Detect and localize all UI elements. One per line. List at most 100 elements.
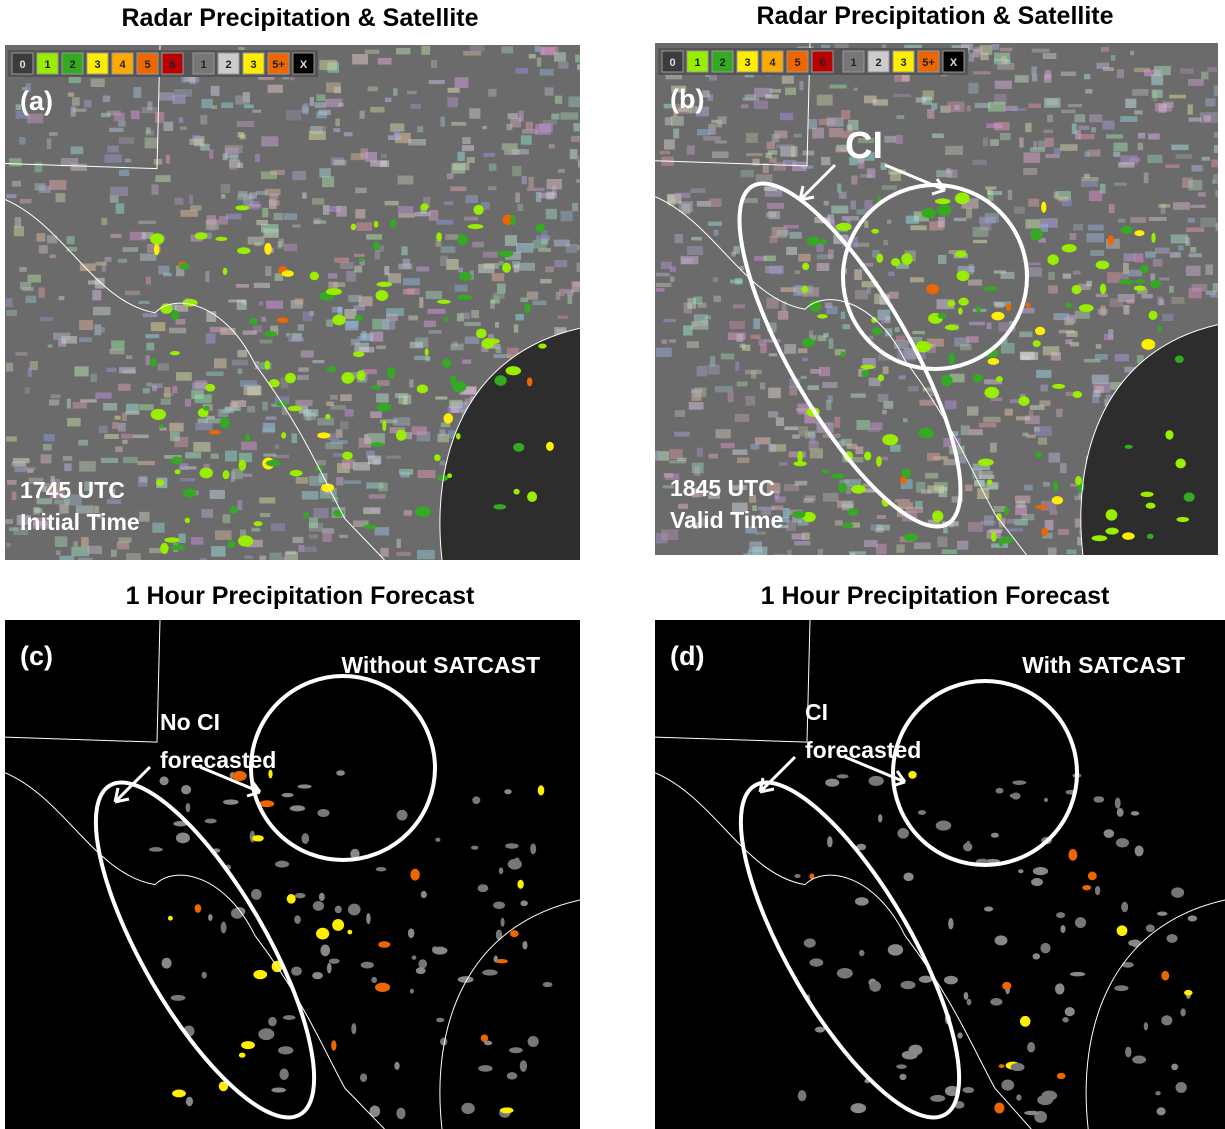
cloud (926, 338, 944, 347)
cloud (1190, 247, 1197, 253)
cloud (482, 251, 498, 258)
precip-cell (1171, 887, 1185, 898)
cloud (147, 101, 153, 111)
precip-cell (808, 300, 822, 312)
cloud (945, 145, 963, 155)
cloud (731, 251, 736, 257)
cloud (263, 453, 277, 457)
state-border (655, 43, 811, 167)
cloud (693, 296, 703, 305)
cloud (542, 120, 557, 125)
cloud (174, 197, 184, 205)
cloud (260, 224, 279, 233)
cloud (670, 116, 684, 126)
cloud (712, 151, 729, 159)
cloud (1006, 528, 1023, 532)
cloud (87, 545, 103, 555)
cloud (189, 194, 194, 205)
cloud (311, 198, 325, 205)
cloud (841, 109, 851, 120)
cloud (291, 433, 298, 443)
cloud (1091, 374, 1109, 384)
cloud (1201, 156, 1210, 161)
cloud (491, 273, 505, 282)
cloud (137, 460, 155, 466)
precip-cell (245, 433, 250, 443)
cloud (987, 189, 992, 194)
cloud (457, 151, 465, 162)
cloud (1130, 217, 1147, 223)
cloud (458, 267, 463, 273)
precip-cell (1082, 885, 1092, 891)
legend-label: 0 (669, 57, 675, 69)
cloud (1045, 153, 1060, 159)
cloud (1130, 50, 1135, 56)
legend-swatch (736, 50, 759, 73)
cloud (243, 104, 254, 109)
cloud (541, 230, 548, 239)
cloud (691, 321, 709, 330)
cloud (409, 379, 414, 388)
precip-cell (505, 843, 519, 849)
cloud (352, 462, 370, 471)
cloud (729, 320, 746, 330)
cloud (525, 121, 533, 131)
precip-cell (1145, 502, 1156, 509)
cloud (350, 153, 365, 161)
cloud (370, 331, 384, 342)
precip-cell (943, 975, 958, 985)
cloud (696, 365, 708, 377)
cloud (450, 401, 468, 413)
cloud (794, 270, 801, 275)
precip-cell (457, 234, 468, 246)
cloud (122, 247, 139, 252)
cloud (703, 136, 721, 141)
cloud (314, 102, 327, 108)
cloud (267, 84, 283, 93)
cloud (818, 366, 831, 377)
legend-label: 1 (44, 59, 50, 71)
cloud (1198, 192, 1206, 197)
precip-cell (545, 441, 554, 451)
cloud (753, 318, 761, 330)
precip-cell (869, 981, 882, 992)
cloud (517, 203, 524, 212)
cloud (66, 236, 75, 245)
cloud (341, 459, 356, 469)
arrow (844, 755, 907, 788)
cloud (779, 462, 788, 466)
cloud (125, 410, 140, 416)
cloud (384, 97, 392, 103)
precip-cell (331, 1040, 337, 1051)
precip-cell (918, 427, 934, 439)
precip-cell (442, 358, 452, 368)
cloud (261, 136, 279, 147)
cloud (1152, 258, 1163, 267)
cloud (883, 400, 894, 409)
cloud (376, 380, 390, 386)
precip-cell (291, 966, 302, 976)
cloud (44, 482, 62, 493)
cloud (822, 382, 838, 389)
cloud (557, 169, 565, 173)
cloud (1211, 159, 1218, 168)
cloud (1117, 293, 1135, 303)
cloud (763, 186, 778, 192)
cloud (172, 94, 186, 104)
cloud (791, 146, 796, 158)
cloud (1145, 251, 1156, 258)
precip-cell (934, 198, 951, 205)
precip-cell (194, 232, 208, 240)
precip-cell (1176, 516, 1190, 523)
cloud (521, 176, 527, 185)
precip-cell (395, 429, 407, 441)
cloud (84, 99, 92, 108)
precip-cell (252, 835, 264, 842)
legend-swatch (786, 50, 809, 73)
cloud (206, 311, 217, 322)
cloud (490, 343, 501, 349)
cloud (274, 273, 283, 281)
cloud (1081, 179, 1099, 187)
precip-cell (994, 1102, 1005, 1114)
cloud (1070, 341, 1080, 347)
